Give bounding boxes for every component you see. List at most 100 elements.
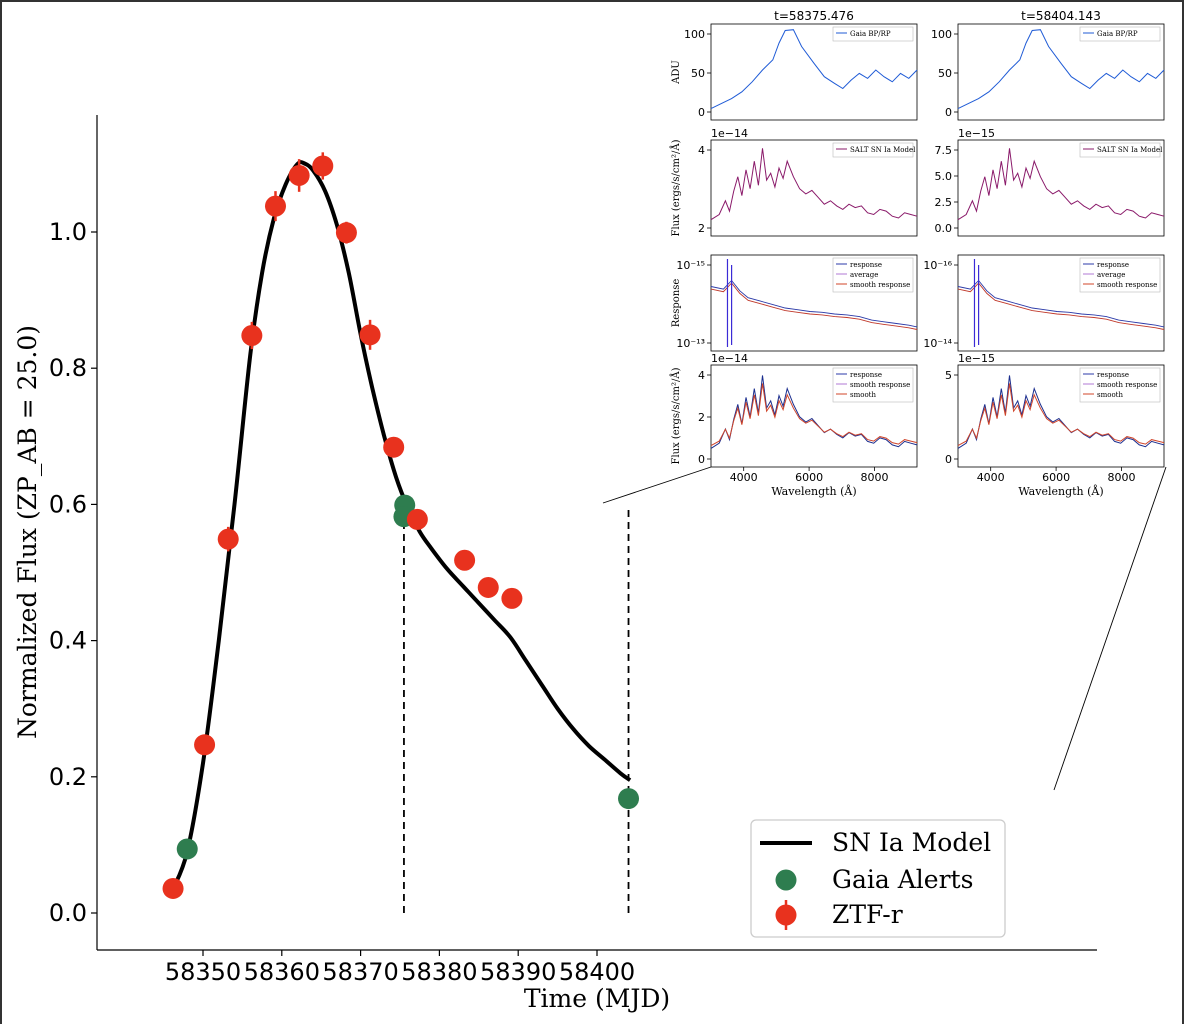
calibrated-smooth-response-line bbox=[957, 383, 1165, 447]
gaia-alert-point bbox=[618, 788, 640, 810]
inset-y-tick-label: 0 bbox=[945, 106, 952, 119]
y-axis-label: Normalized Flux (ZP_AB = 25.0) bbox=[13, 325, 42, 739]
inset-legend-box bbox=[1079, 26, 1161, 42]
gaia-bprp-spectrum-line bbox=[710, 29, 918, 110]
inset-x-axis-label: Wavelength (Å) bbox=[771, 484, 856, 498]
inset-legend-label: smooth response bbox=[1097, 281, 1157, 289]
inset-x-tick-label: 4000 bbox=[730, 471, 758, 484]
inset-legend-label: smooth response bbox=[850, 381, 910, 389]
inset-y-tick-label: 7.5 bbox=[935, 144, 953, 157]
inset-panel-title: t=58375.476 bbox=[774, 9, 854, 23]
inset-legend-label: SALT SN Ia Model bbox=[1097, 146, 1163, 154]
ztf-r-point bbox=[406, 508, 428, 530]
ztf-r-point bbox=[383, 436, 405, 458]
y-tick-label: 0.4 bbox=[49, 627, 87, 655]
y-tick-label: 0.2 bbox=[49, 763, 87, 791]
y-tick-label: 0.8 bbox=[49, 354, 87, 382]
inset-legend-box bbox=[832, 26, 914, 42]
smooth-response-line bbox=[957, 282, 1165, 330]
inset-y-tick-label: 0.0 bbox=[935, 222, 953, 235]
calibrated-smooth-response-line bbox=[710, 383, 918, 447]
ztf-r-point bbox=[501, 587, 523, 609]
ztf-r-point bbox=[217, 528, 239, 550]
salt-model-spectrum-line bbox=[710, 148, 918, 221]
x-tick-label: 58390 bbox=[480, 958, 556, 986]
inset-legend-label: SALT SN Ia Model bbox=[850, 146, 916, 154]
inset-legend-label: Gaia BP/RP bbox=[1097, 30, 1138, 38]
x-axis-label: Time (MJD) bbox=[524, 984, 670, 1013]
response-line bbox=[710, 279, 918, 328]
inset-y-tick-label: 10⁻¹⁵ bbox=[676, 259, 705, 272]
inset-y-tick-label: 10⁻¹⁴ bbox=[923, 337, 952, 350]
inset-y-axis-label: ADU bbox=[671, 60, 682, 85]
inset-y-tick-label: 100 bbox=[931, 28, 952, 41]
sn-ia-model-line bbox=[171, 160, 632, 890]
y-tick-label: 0.6 bbox=[49, 490, 87, 518]
inset-legend-box bbox=[1079, 142, 1161, 158]
x-tick-label: 58350 bbox=[165, 958, 241, 986]
inset-legend-box bbox=[832, 142, 914, 158]
salt-model-spectrum-line bbox=[957, 148, 1165, 221]
inset-y-axis-label: Flux (ergs/s/cm²/Å) bbox=[670, 139, 682, 236]
inset-y-axis-label: Flux (ergs/s/cm²/Å) bbox=[670, 367, 682, 464]
ztf-r-point bbox=[162, 877, 184, 899]
inset-y-tick-label: 2.5 bbox=[935, 196, 953, 209]
x-tick-label: 58370 bbox=[322, 958, 398, 986]
inset-x-tick-label: 4000 bbox=[977, 471, 1005, 484]
legend-box bbox=[750, 819, 1006, 938]
gaia-bprp-spectrum-line bbox=[957, 29, 1165, 110]
inset-legend-label: response bbox=[850, 261, 882, 269]
ztf-r-point bbox=[288, 164, 310, 186]
inset-legend-label: Gaia BP/RP bbox=[850, 30, 891, 38]
y-tick-label: 0.0 bbox=[49, 899, 87, 927]
inset-legend-label: average bbox=[850, 271, 878, 279]
ztf-r-point bbox=[454, 549, 476, 571]
inset-x-tick-label: 8000 bbox=[860, 471, 888, 484]
inset-x-axis-label: Wavelength (Å) bbox=[1018, 484, 1103, 498]
ztf-r-point bbox=[359, 324, 381, 346]
legend-label: Gaia Alerts bbox=[832, 865, 973, 894]
inset-legend-label: smooth bbox=[1097, 391, 1123, 399]
inset-connector-line bbox=[602, 466, 712, 504]
inset-y-tick-label: 10⁻¹⁶ bbox=[923, 259, 952, 272]
inset-legend-label: smooth response bbox=[1097, 381, 1157, 389]
legend-label: SN Ia Model bbox=[832, 828, 991, 857]
inset-y-tick-label: 5.0 bbox=[935, 170, 953, 183]
response-line bbox=[957, 279, 1165, 328]
inset-x-tick-label: 8000 bbox=[1107, 471, 1135, 484]
ztf-r-point bbox=[241, 325, 263, 347]
inset-offset-label: 1e−15 bbox=[958, 352, 995, 365]
smooth-response-line bbox=[710, 282, 918, 330]
inset-offset-label: 1e−14 bbox=[711, 352, 748, 365]
inset-y-tick-label: 10⁻¹³ bbox=[676, 337, 705, 350]
inset-y-tick-label: 4 bbox=[698, 144, 705, 157]
inset-legend-label: average bbox=[1097, 271, 1125, 279]
inset-y-tick-label: 0 bbox=[698, 106, 705, 119]
inset-y-tick-label: 50 bbox=[691, 67, 705, 80]
ztf-r-point bbox=[194, 734, 216, 756]
inset-x-tick-label: 6000 bbox=[1042, 471, 1070, 484]
inset-y-tick-label: 100 bbox=[684, 28, 705, 41]
ztf-r-point bbox=[335, 222, 357, 244]
inset-y-tick-label: 2 bbox=[698, 411, 705, 424]
inset-offset-label: 1e−15 bbox=[958, 127, 995, 140]
inset-legend-label: response bbox=[1097, 371, 1129, 379]
inset-legend-label: smooth bbox=[850, 391, 876, 399]
ztf-r-point bbox=[477, 576, 499, 598]
inset-legend-label: response bbox=[850, 371, 882, 379]
inset-y-tick-label: 50 bbox=[938, 67, 952, 80]
inset-legend-label: response bbox=[1097, 261, 1129, 269]
inset-offset-label: 1e−14 bbox=[711, 127, 748, 140]
inset-y-axis-label: Response bbox=[671, 279, 682, 328]
inset-y-tick-label: 0 bbox=[698, 453, 705, 466]
gaia-alert-point bbox=[176, 838, 198, 860]
inset-connector-line bbox=[1053, 466, 1167, 791]
legend-label: ZTF-r bbox=[832, 900, 903, 929]
inset-y-tick-label: 2 bbox=[698, 222, 705, 235]
inset-panel-title: t=58404.143 bbox=[1021, 9, 1101, 23]
x-tick-label: 58400 bbox=[559, 958, 635, 986]
legend-marker-swatch bbox=[775, 904, 797, 926]
ztf-r-point bbox=[264, 195, 286, 217]
